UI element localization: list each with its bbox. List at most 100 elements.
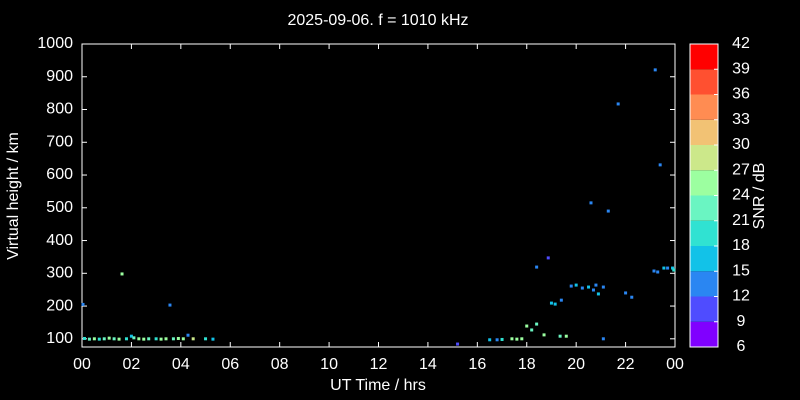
point — [594, 283, 598, 287]
x-tick-label: 14 — [419, 356, 437, 373]
colorbar-band — [690, 220, 718, 246]
colorbar-tick-label: 27 — [732, 161, 750, 178]
y-tick-label: 900 — [46, 68, 73, 85]
point — [186, 333, 190, 337]
y-axis-label: Virtual height / km — [5, 132, 22, 260]
point — [142, 337, 146, 341]
point — [630, 295, 634, 299]
point — [624, 291, 628, 295]
x-tick-label: 12 — [370, 356, 388, 373]
colorbar-tick-label: 42 — [732, 35, 750, 52]
point — [569, 284, 573, 288]
point — [456, 342, 460, 346]
point — [488, 338, 492, 342]
point — [535, 265, 539, 269]
y-tick-label: 600 — [46, 166, 73, 183]
point — [92, 337, 96, 341]
chart-title: 2025-09-06. f = 1010 kHz — [287, 12, 468, 29]
x-tick-label: 20 — [567, 356, 585, 373]
point — [102, 337, 106, 341]
colorbar-tick-label: 15 — [732, 262, 750, 279]
point — [542, 333, 546, 337]
y-tick-label: 300 — [46, 265, 73, 282]
point — [525, 324, 529, 328]
y-tick-label: 200 — [46, 297, 73, 314]
x-tick-label: 02 — [123, 356, 141, 373]
colorbar-band — [690, 145, 718, 171]
colorbar-tick-label: 24 — [732, 187, 750, 204]
colorbar-tick-label: 33 — [732, 111, 750, 128]
point — [107, 336, 111, 340]
point — [549, 301, 553, 305]
point — [589, 201, 593, 205]
point — [530, 328, 534, 332]
point — [580, 286, 584, 290]
x-tick-label: 04 — [172, 356, 190, 373]
point — [601, 285, 605, 289]
colorbar-band — [690, 44, 718, 70]
point — [159, 337, 163, 341]
point — [137, 337, 141, 341]
point — [653, 68, 657, 72]
colorbar-tick-label: 36 — [732, 86, 750, 103]
point — [656, 270, 660, 274]
colorbar-band — [690, 271, 718, 297]
colorbar-tick-label: 30 — [732, 136, 750, 153]
colorbar-band — [690, 170, 718, 196]
point — [132, 336, 136, 340]
point — [559, 298, 563, 302]
point — [510, 337, 514, 341]
x-tick-label: 18 — [518, 356, 536, 373]
point — [112, 337, 116, 341]
point — [515, 337, 519, 341]
colorbar-band — [690, 94, 718, 120]
y-tick-label: 800 — [46, 101, 73, 118]
point — [181, 337, 185, 341]
point — [666, 266, 670, 270]
point — [129, 334, 133, 338]
colorbar-tick-label: 39 — [732, 60, 750, 77]
point — [204, 337, 208, 341]
point — [87, 337, 91, 341]
point — [558, 334, 562, 338]
x-tick-label: 10 — [320, 356, 338, 373]
point — [564, 334, 568, 338]
point — [535, 322, 539, 326]
colorbar-band — [690, 246, 718, 272]
colorbar-label: SNR / dB — [751, 163, 768, 230]
x-tick-label: 00 — [666, 356, 684, 373]
x-tick-label: 16 — [468, 356, 486, 373]
point — [495, 338, 499, 342]
y-tick-label: 400 — [46, 232, 73, 249]
point — [672, 268, 676, 272]
colorbar-tick-label: 18 — [732, 237, 750, 254]
point — [171, 337, 175, 341]
point — [671, 266, 675, 270]
point — [591, 288, 595, 292]
plot-frame — [81, 43, 676, 348]
y-tick-label: 700 — [46, 133, 73, 150]
point — [606, 209, 610, 213]
colorbar-band — [690, 69, 718, 95]
point — [97, 337, 101, 341]
y-tick-label: 100 — [46, 330, 73, 347]
point — [168, 303, 172, 307]
point — [587, 285, 591, 289]
colorbar-tick-label: 9 — [737, 313, 746, 330]
point — [147, 337, 151, 341]
colorbar-tick-label: 21 — [732, 212, 750, 229]
point — [164, 337, 168, 341]
point — [176, 336, 180, 340]
point — [574, 283, 578, 287]
point — [596, 292, 600, 296]
point — [616, 102, 620, 106]
x-tick-label: 00 — [73, 356, 91, 373]
colorbar-band — [690, 296, 718, 322]
y-tick-label: 1000 — [37, 35, 73, 52]
y-tick-label: 500 — [46, 199, 73, 216]
colorbar-band — [690, 119, 718, 145]
colorbar-tick-label: 6 — [737, 338, 746, 355]
